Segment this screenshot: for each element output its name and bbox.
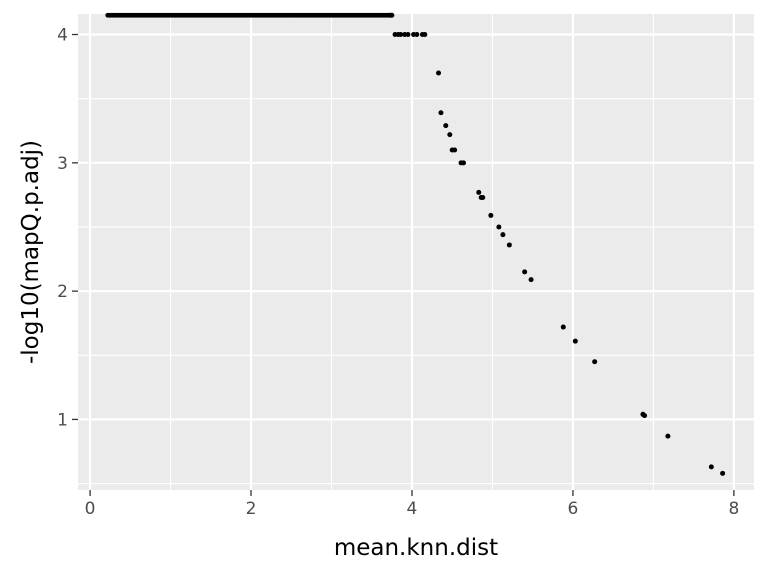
data-point [443, 123, 449, 129]
data-point [528, 277, 534, 283]
y-tick-label: 2 [57, 282, 68, 302]
data-point [422, 32, 428, 38]
plot-panel [78, 14, 754, 490]
y-tick-label: 4 [57, 26, 68, 46]
data-point [720, 470, 726, 476]
minor-gridlines [78, 14, 754, 490]
x-tick-label: 4 [407, 499, 418, 519]
data-point [665, 433, 671, 439]
data-point [436, 70, 442, 76]
data-point [414, 32, 420, 38]
data-point [496, 224, 502, 230]
y-axis-title: -log10(mapQ.p.adj) [18, 140, 44, 364]
data-point [500, 232, 506, 238]
x-tick-label: 6 [568, 499, 579, 519]
data-point [522, 269, 528, 275]
y-tick-label: 1 [57, 410, 68, 430]
y-tick-label: 3 [57, 154, 68, 174]
data-point [452, 147, 458, 153]
data-point [506, 242, 512, 248]
x-axis: 0 2 4 6 8 [85, 490, 739, 519]
data-point [447, 132, 453, 138]
data-point [476, 189, 482, 195]
data-points [105, 12, 726, 476]
data-point [405, 32, 411, 38]
x-axis-title: mean.knn.dist [334, 535, 498, 561]
data-point [572, 338, 578, 344]
data-point [398, 32, 404, 38]
data-point [480, 194, 486, 200]
data-point [438, 110, 444, 116]
data-point [592, 359, 598, 365]
data-point [642, 413, 648, 419]
x-tick-label: 2 [246, 499, 257, 519]
x-tick-label: 8 [728, 499, 739, 519]
data-point [460, 160, 466, 166]
major-gridlines [78, 14, 754, 490]
y-axis: 1 2 3 4 [57, 26, 78, 430]
x-tick-label: 0 [85, 499, 96, 519]
data-point [488, 212, 494, 218]
data-point [387, 12, 393, 18]
data-point [708, 464, 714, 470]
data-point [560, 324, 566, 330]
